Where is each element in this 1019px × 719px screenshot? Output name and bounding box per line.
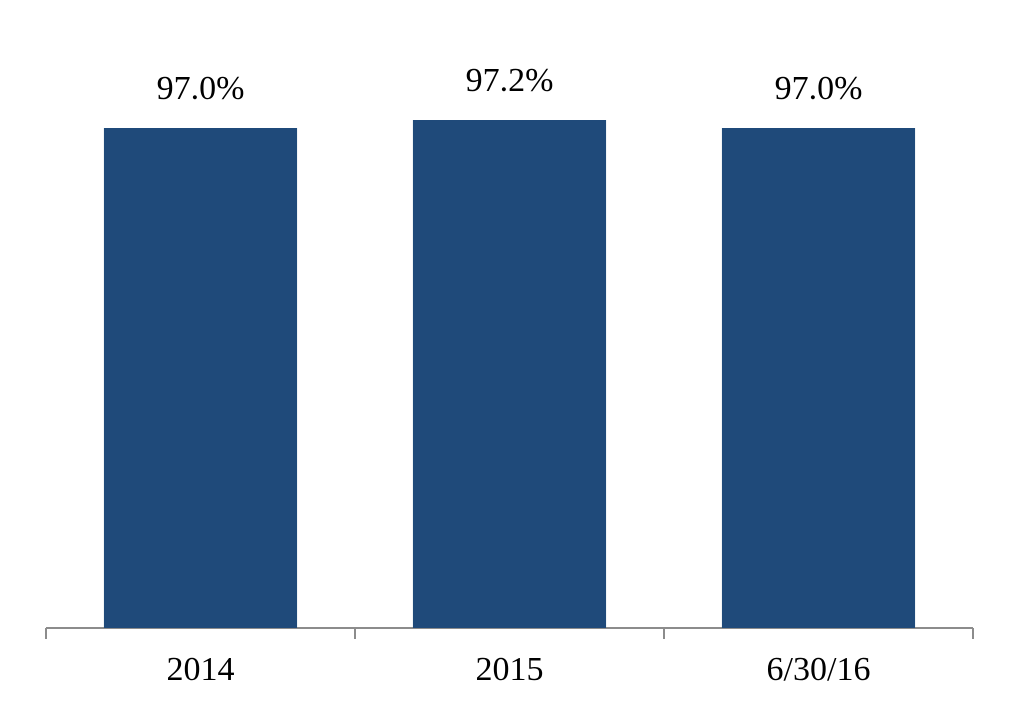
- bar: [412, 120, 607, 628]
- value-label: 97.2%: [466, 62, 554, 99]
- x-tick-label: 2015: [476, 651, 544, 688]
- x-tick-label: 2014: [167, 651, 235, 688]
- x-tick-label: 6/30/16: [767, 651, 871, 688]
- value-label: 97.0%: [775, 70, 863, 107]
- value-label: 97.0%: [157, 70, 245, 107]
- bar: [721, 128, 916, 628]
- bar: [103, 128, 298, 628]
